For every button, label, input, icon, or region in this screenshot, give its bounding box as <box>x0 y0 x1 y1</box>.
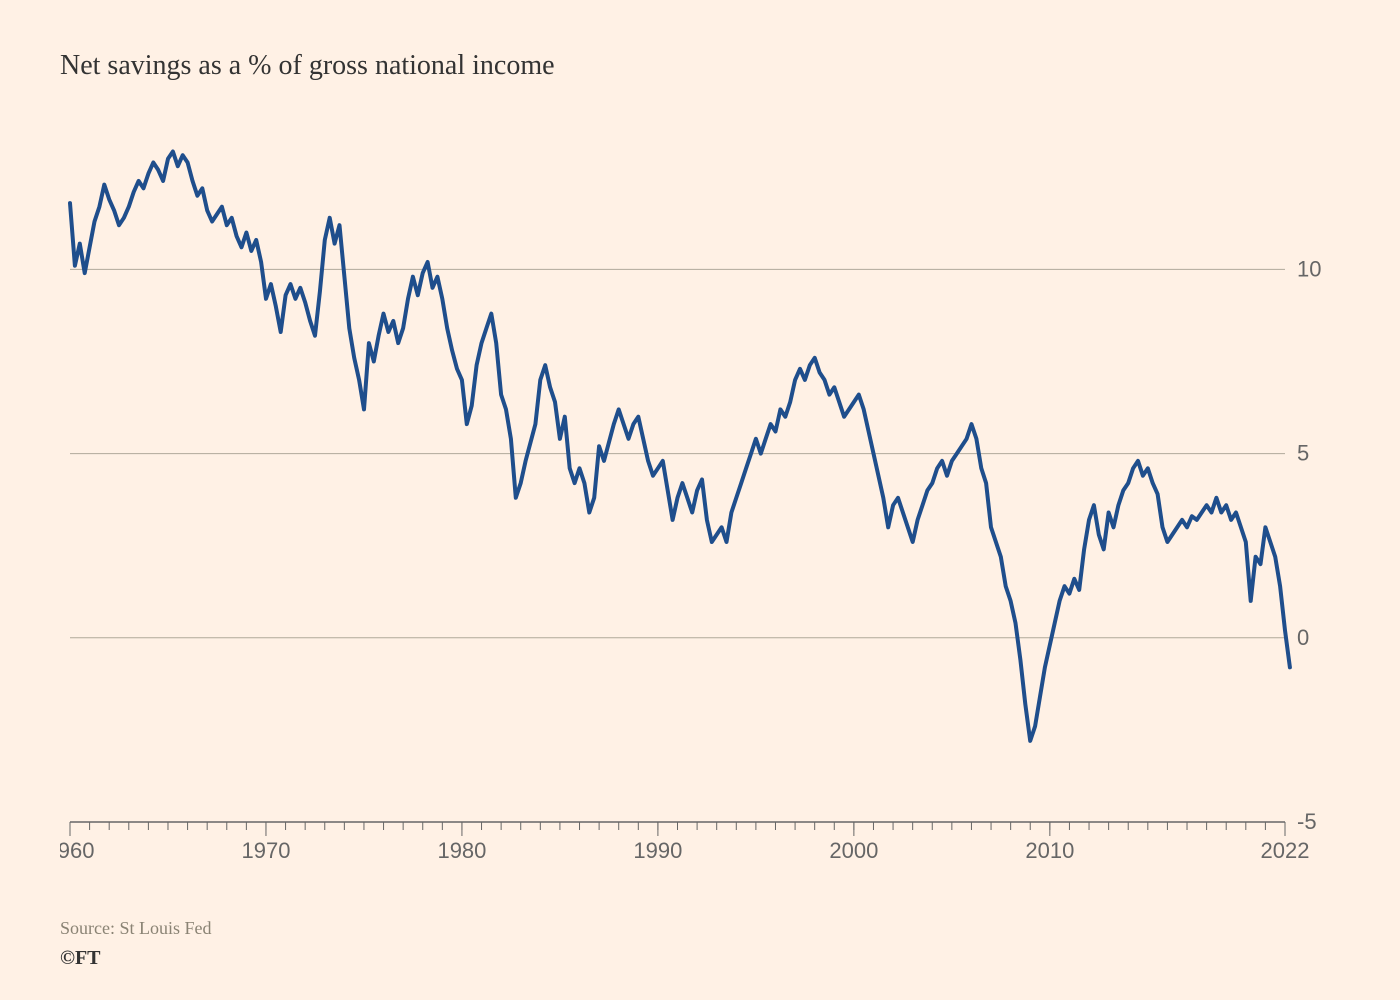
svg-text:2000: 2000 <box>829 838 878 863</box>
copyright-text: ©FT <box>60 947 212 970</box>
svg-text:1960: 1960 <box>60 838 94 863</box>
chart-footer: Source: St Louis Fed ©FT <box>60 918 212 970</box>
line-chart-svg: -5 0 5 10 1960 1970 1980 1990 2000 2010 2022 <box>60 112 1340 872</box>
svg-text:1990: 1990 <box>633 838 682 863</box>
svg-text:5: 5 <box>1297 441 1309 466</box>
svg-text:10: 10 <box>1297 256 1321 281</box>
chart-title: Net savings as a % of gross national inc… <box>60 50 1340 82</box>
svg-text:2022: 2022 <box>1261 838 1310 863</box>
svg-text:1980: 1980 <box>437 838 486 863</box>
chart-container: Net savings as a % of gross national inc… <box>0 0 1400 1000</box>
svg-text:-5: -5 <box>1297 809 1317 834</box>
svg-text:0: 0 <box>1297 625 1309 650</box>
svg-text:2010: 2010 <box>1025 838 1074 863</box>
source-text: Source: St Louis Fed <box>60 918 212 939</box>
svg-text:1970: 1970 <box>241 838 290 863</box>
chart-area: -5 0 5 10 1960 1970 1980 1990 2000 2010 2022 <box>60 112 1340 872</box>
